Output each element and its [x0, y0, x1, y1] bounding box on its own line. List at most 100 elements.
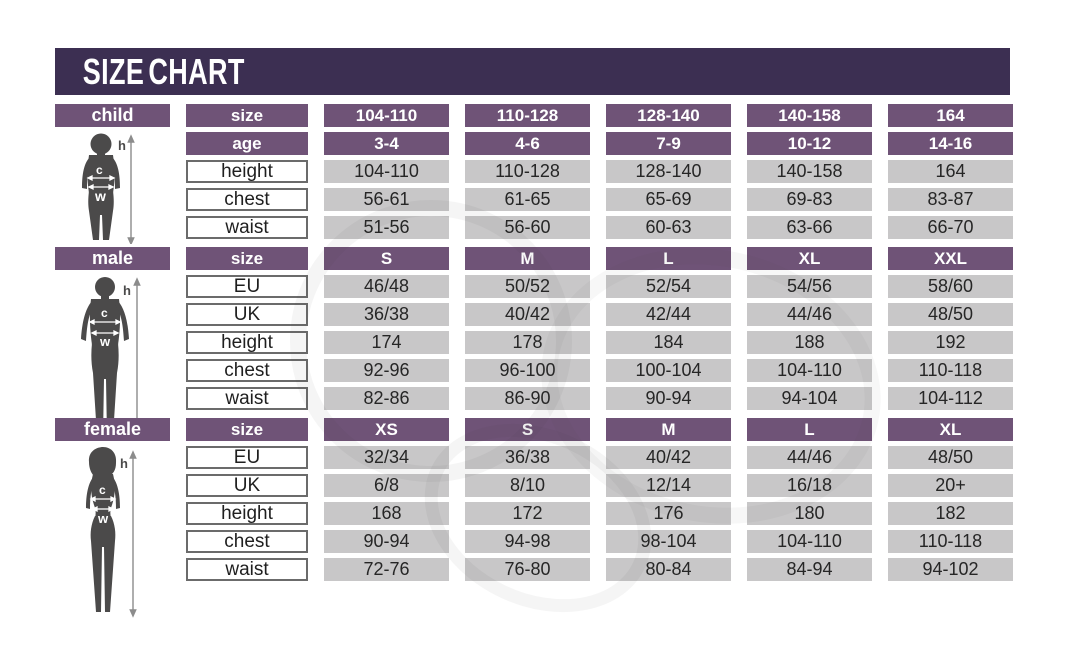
value-cell: 72-76 — [324, 558, 449, 581]
section-female: female size XS S M L XL — [55, 418, 1013, 618]
value-cell: 83-87 — [888, 188, 1013, 211]
female-figure: h c w — [55, 446, 170, 618]
value-cell: 104-110 — [324, 160, 449, 183]
row-label-height: height — [186, 331, 308, 354]
child-figure-icon: h c w — [81, 133, 135, 244]
value-cell: 69-83 — [747, 188, 872, 211]
header-cell: M — [606, 418, 731, 441]
value-cell: 86-90 — [465, 387, 590, 410]
section-child: child size 104-110 110-128 128-140 140-1… — [55, 104, 1013, 244]
header-cell: XS — [324, 418, 449, 441]
row-label-age: age — [186, 132, 308, 155]
value-cell: 188 — [747, 331, 872, 354]
chest-label: c — [99, 483, 106, 497]
header-cell: 14-16 — [888, 132, 1013, 155]
value-cell: 94-102 — [888, 558, 1013, 581]
value-cell: 164 — [888, 160, 1013, 183]
row-label-uk: UK — [186, 303, 308, 326]
section-male: male size S M L XL XXL — [55, 247, 1013, 441]
value-cell: 42/44 — [606, 303, 731, 326]
row-label-waist: waist — [186, 558, 308, 581]
header-cell: 128-140 — [606, 104, 731, 127]
header-cell: L — [606, 247, 731, 270]
value-cell: 66-70 — [888, 216, 1013, 239]
value-cell: 61-65 — [465, 188, 590, 211]
value-cell: 172 — [465, 502, 590, 525]
section-label-child: child — [55, 104, 170, 127]
value-cell: 32/34 — [324, 446, 449, 469]
value-cell: 110-118 — [888, 359, 1013, 382]
value-cell: 76-80 — [465, 558, 590, 581]
value-cell: 16/18 — [747, 474, 872, 497]
row-label-chest: chest — [186, 530, 308, 553]
row-label-size: size — [186, 104, 308, 127]
value-cell: 104-112 — [888, 387, 1013, 410]
header-cell: XXL — [888, 247, 1013, 270]
value-cell: 20+ — [888, 474, 1013, 497]
value-cell: 180 — [747, 502, 872, 525]
row-label-height: height — [186, 502, 308, 525]
value-cell: 56-60 — [465, 216, 590, 239]
female-figure-icon: h c w — [85, 447, 137, 618]
header-cell: 10-12 — [747, 132, 872, 155]
row-label-eu: EU — [186, 446, 308, 469]
value-cell: 51-56 — [324, 216, 449, 239]
value-cell: 44/46 — [747, 303, 872, 326]
value-cell: 104-110 — [747, 530, 872, 553]
value-cell: 128-140 — [606, 160, 731, 183]
value-cell: 65-69 — [606, 188, 731, 211]
waist-label: w — [99, 334, 111, 349]
value-cell: 168 — [324, 502, 449, 525]
row-label-waist: waist — [186, 216, 308, 239]
row-label-chest: chest — [186, 188, 308, 211]
value-cell: 94-104 — [747, 387, 872, 410]
value-cell: 48/50 — [888, 446, 1013, 469]
value-cell: 60-63 — [606, 216, 731, 239]
height-label: h — [118, 138, 126, 153]
chest-label: c — [101, 306, 108, 320]
header-cell: M — [465, 247, 590, 270]
value-cell: 40/42 — [606, 446, 731, 469]
header-cell: 140-158 — [747, 104, 872, 127]
row-label-chest: chest — [186, 359, 308, 382]
height-label: h — [123, 283, 131, 298]
value-cell: 40/42 — [465, 303, 590, 326]
value-cell: 50/52 — [465, 275, 590, 298]
value-cell: 98-104 — [606, 530, 731, 553]
value-cell: 140-158 — [747, 160, 872, 183]
row-label-size: size — [186, 247, 308, 270]
value-cell: 174 — [324, 331, 449, 354]
value-cell: 182 — [888, 502, 1013, 525]
value-cell: 6/8 — [324, 474, 449, 497]
section-label-female: female — [55, 418, 170, 441]
value-cell: 110-128 — [465, 160, 590, 183]
value-cell: 90-94 — [606, 387, 731, 410]
value-cell: 63-66 — [747, 216, 872, 239]
header-cell: 164 — [888, 104, 1013, 127]
header-cell: 7-9 — [606, 132, 731, 155]
value-cell: 8/10 — [465, 474, 590, 497]
child-figure: h c w — [55, 132, 170, 244]
header-cell: XL — [888, 418, 1013, 441]
title-bar: SIZE CHART — [55, 48, 1010, 95]
waist-label: w — [97, 511, 109, 526]
header-cell: S — [465, 418, 590, 441]
value-cell: 46/48 — [324, 275, 449, 298]
value-cell: 56-61 — [324, 188, 449, 211]
value-cell: 36/38 — [324, 303, 449, 326]
value-cell: 58/60 — [888, 275, 1013, 298]
value-cell: 104-110 — [747, 359, 872, 382]
size-tables: child size 104-110 110-128 128-140 140-1… — [55, 104, 1013, 618]
row-label-size: size — [186, 418, 308, 441]
value-cell: 36/38 — [465, 446, 590, 469]
header-cell: L — [747, 418, 872, 441]
row-label-uk: UK — [186, 474, 308, 497]
header-cell: 4-6 — [465, 132, 590, 155]
male-figure: h c w — [55, 275, 170, 441]
header-cell: 3-4 — [324, 132, 449, 155]
value-cell: 94-98 — [465, 530, 590, 553]
value-cell: 176 — [606, 502, 731, 525]
value-cell: 96-100 — [465, 359, 590, 382]
row-label-waist: waist — [186, 387, 308, 410]
